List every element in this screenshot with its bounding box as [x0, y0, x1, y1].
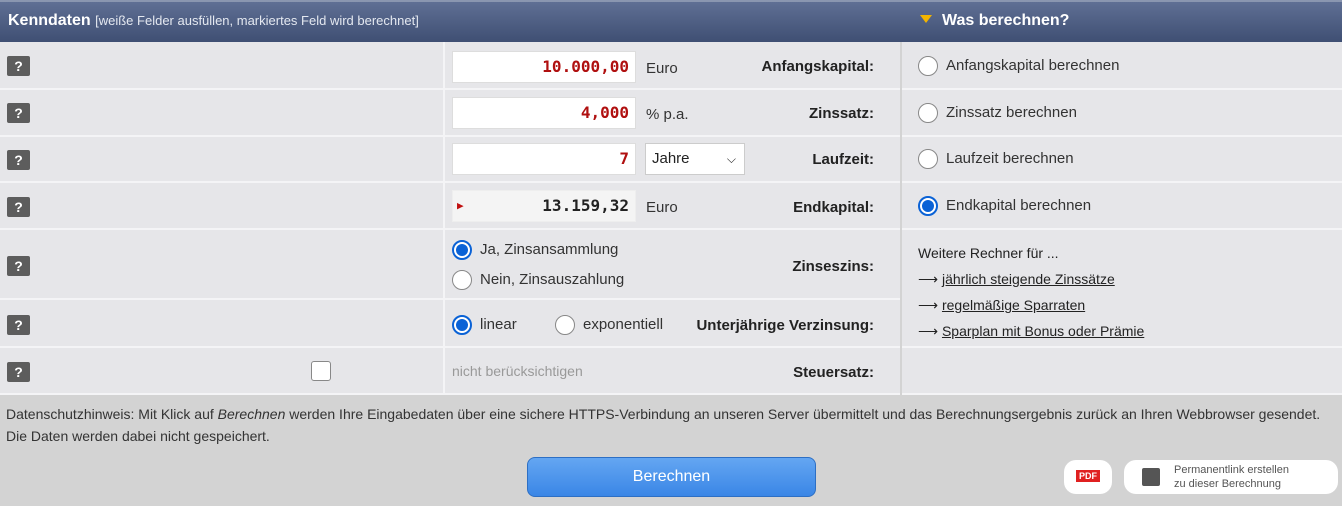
verzinsung-option-linear[interactable]: linear	[452, 315, 517, 335]
radio-selected[interactable]	[452, 315, 472, 335]
calc-option-laufzeit[interactable]: Laufzeit berechnen	[918, 149, 1074, 169]
unit-percent: % p.a.	[646, 106, 689, 123]
link-steigende-zinssaetze[interactable]: jährlich steigende Zinssätze	[941, 271, 1115, 287]
marker-arrow-icon: ▶	[457, 199, 464, 212]
radio[interactable]	[555, 315, 575, 335]
permalink-button[interactable]: Permanentlink erstellen zu dieser Berechn…	[1124, 460, 1338, 494]
help-icon[interactable]: ?	[7, 362, 30, 382]
help-icon[interactable]: ?	[7, 103, 30, 123]
zinseszins-option-nein[interactable]: Nein, Zinsauszahlung	[452, 270, 624, 290]
pdf-icon: PDF	[1076, 470, 1100, 482]
form-header: Kenndaten [weiße Felder ausfüllen, marki…	[0, 0, 1342, 42]
arrow-right-icon: ⟶	[918, 297, 942, 313]
label-anfangskapital: Anfangskapital:	[761, 58, 874, 75]
row-steuersatz	[0, 348, 900, 395]
header-subtitle: [weiße Felder ausfüllen, markiertes Feld…	[95, 13, 419, 28]
column-divider	[443, 42, 445, 395]
calc-option-row: Endkapital berechnen	[902, 183, 1342, 230]
radio[interactable]	[918, 149, 938, 169]
calculate-button[interactable]: Berechnen	[527, 457, 816, 497]
endkapital-output: ▶ 13.159,32	[452, 190, 636, 222]
help-icon[interactable]: ?	[7, 197, 30, 217]
arrow-right-icon: ⟶	[918, 271, 942, 287]
unit-euro: Euro	[646, 60, 678, 77]
zinssatz-input[interactable]: 4,000	[452, 97, 636, 129]
chevron-down-icon: ⌵	[726, 152, 736, 166]
radio-selected[interactable]	[918, 196, 938, 216]
calc-option-endkapital[interactable]: Endkapital berechnen	[918, 196, 1091, 216]
label-zinseszins: Zinseszins:	[792, 258, 874, 275]
label-zinssatz: Zinssatz:	[808, 105, 874, 122]
steuersatz-checkbox[interactable]	[311, 361, 331, 381]
help-icon[interactable]: ?	[7, 150, 30, 170]
row-zinseszins	[0, 230, 900, 300]
row-laufzeit	[0, 137, 900, 183]
laufzeit-input[interactable]: 7	[452, 143, 636, 175]
arrow-right-icon: ⟶	[918, 323, 942, 339]
help-icon[interactable]: ?	[7, 315, 30, 335]
calc-option-zinssatz[interactable]: Zinssatz berechnen	[918, 103, 1077, 123]
radio[interactable]	[918, 103, 938, 123]
calc-option-row: Laufzeit berechnen	[902, 137, 1342, 183]
laufzeit-unit-select[interactable]: Jahre ⌵	[645, 143, 745, 175]
link-sparplan-bonus[interactable]: Sparplan mit Bonus oder Prämie	[941, 323, 1145, 339]
zinseszins-option-ja[interactable]: Ja, Zinsansammlung	[452, 240, 618, 260]
radio[interactable]	[918, 56, 938, 76]
save-disk-icon	[1142, 468, 1160, 486]
row-zinssatz	[0, 90, 900, 137]
more-calculators: Weitere Rechner für ... ⟶ jährlich steig…	[918, 240, 1144, 344]
help-icon[interactable]: ?	[7, 256, 30, 276]
triangle-down-icon	[920, 15, 932, 23]
label-laufzeit: Laufzeit:	[812, 151, 874, 168]
calc-options-title: Was berechnen?	[920, 12, 1069, 30]
verzinsung-option-exponentiell[interactable]: exponentiell	[555, 315, 663, 335]
radio-selected[interactable]	[452, 240, 472, 260]
label-endkapital: Endkapital:	[793, 199, 874, 216]
label-verzinsung: Unterjährige Verzinsung:	[696, 317, 874, 334]
header-title: Kenndaten [weiße Felder ausfüllen, marki…	[8, 12, 419, 29]
anfangskapital-input[interactable]: 10.000,00	[452, 51, 636, 83]
link-sparraten[interactable]: regelmäßige Sparraten	[941, 297, 1086, 313]
unit-euro: Euro	[646, 199, 678, 216]
privacy-note: Datenschutzhinweis: Mit Klick auf Berech…	[6, 406, 1321, 444]
row-endkapital	[0, 183, 900, 230]
label-steuersatz: Steuersatz:	[793, 364, 874, 381]
radio[interactable]	[452, 270, 472, 290]
help-icon[interactable]: ?	[7, 56, 30, 76]
row-verzinsung	[0, 300, 900, 348]
more-title: Weitere Rechner für ...	[918, 245, 1059, 261]
row-anfangskapital	[0, 42, 900, 90]
steuersatz-value: nicht berücksichtigen	[452, 363, 583, 379]
more-calculators-panel	[902, 230, 1342, 348]
calc-option-row: Anfangskapital berechnen	[902, 42, 1342, 90]
calc-option-anfangskapital[interactable]: Anfangskapital berechnen	[918, 56, 1119, 76]
empty-row	[902, 348, 1342, 395]
pdf-button[interactable]: PDF	[1064, 460, 1112, 494]
calc-option-row: Zinssatz berechnen	[902, 90, 1342, 137]
